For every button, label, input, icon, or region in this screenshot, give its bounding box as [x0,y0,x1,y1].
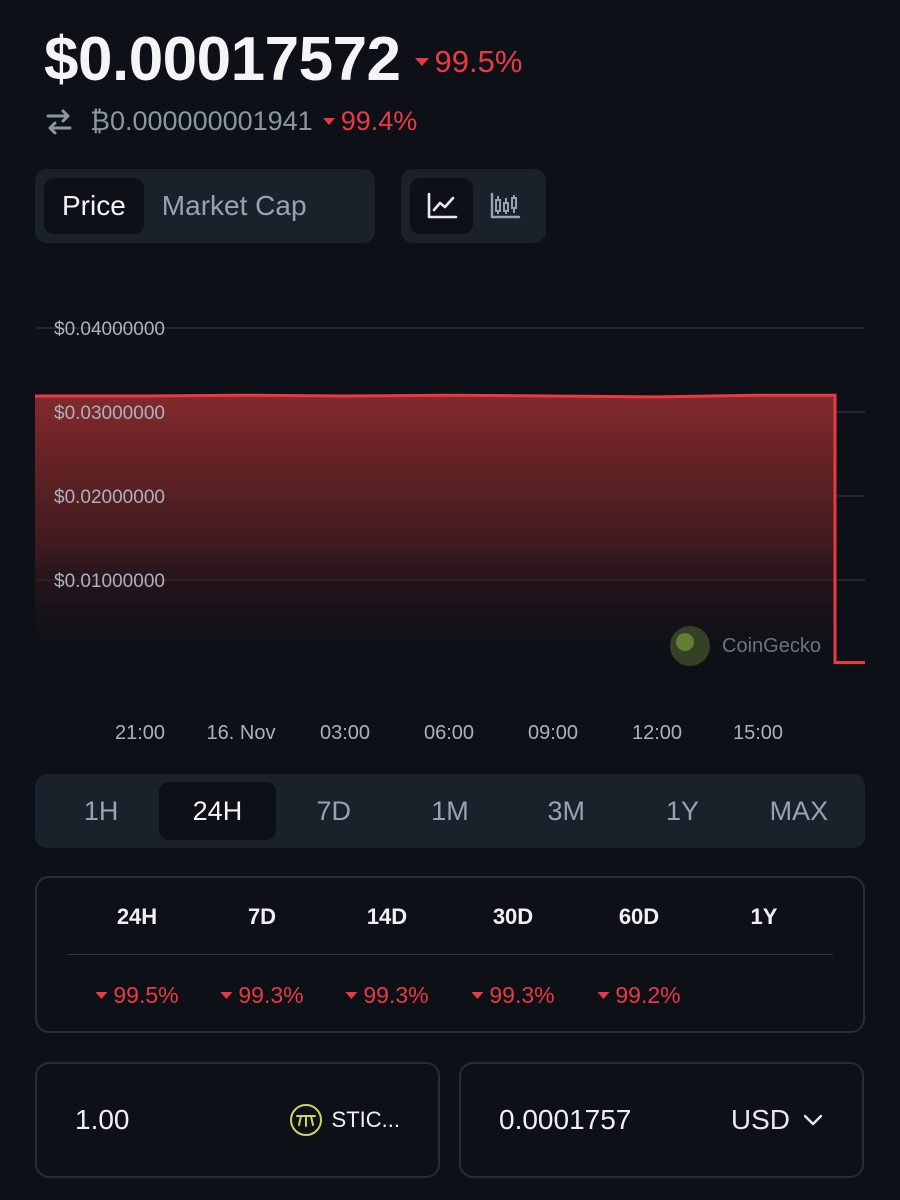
perf-header-1y: 1Y [750,904,778,929]
current-price: $0.00017572 [44,25,401,94]
chevron-down-icon [803,1114,823,1126]
perf-value-text: 99.3% [489,982,555,1008]
y-tick-label: $0.02000000 [54,487,165,508]
btc-change-badge: 99.4% [322,106,418,137]
line-chart-icon[interactable] [410,178,473,234]
x-tick-label: 12:00 [632,722,682,744]
btc-change-value: 99.4% [340,106,418,136]
perf-header-30d: 30D [492,904,534,929]
perf-value-text: 99.3% [238,982,304,1008]
down-triangle-icon [471,992,484,999]
x-tick-label: 16. Nov [207,722,276,744]
perf-value: 99.2% [597,982,681,1009]
tab-market-cap[interactable]: Market Cap [161,190,307,221]
perf-value-text: 99.2% [615,982,681,1008]
down-triangle-icon [597,992,610,999]
price-area-fill [35,395,835,664]
perf-value: 99.5% [95,982,179,1009]
converter-from[interactable]: 1.00 STIC... [35,1062,440,1178]
coingecko-watermark: CoinGecko [670,626,821,666]
range-button-1h[interactable]: 1H [83,795,119,826]
converted-value[interactable]: 0.0001757 [499,1104,632,1135]
chart-type-toggle: Price Market Cap [35,169,375,243]
range-button-3m[interactable]: 3M [547,795,586,826]
price-header: $0.00017572 99.5% [44,24,522,95]
perf-value: 99.3% [471,982,555,1009]
x-tick-label: 06:00 [424,722,474,744]
x-tick-label: 21:00 [115,722,165,744]
price-chart[interactable]: $0.04000000 $0.03000000 $0.02000000 $0.0100… [0,300,900,760]
y-tick-label: $0.03000000 [54,403,165,424]
currency-selector[interactable]: USD [731,1104,824,1136]
coin-selector[interactable]: STIC... [289,1104,400,1136]
perf-header-14d: 14D [366,904,408,929]
converter-to[interactable]: 0.0001757 USD [459,1062,864,1178]
perf-value-text: 99.5% [113,982,179,1008]
perf-header-60d: 60D [618,904,660,929]
performance-table: 24H 7D 14D 30D 60D 1Y 99.5% 99.3% 99.3% 99.3% 99.… [35,876,865,1033]
swap-arrows-icon[interactable] [44,107,74,137]
watermark-text: CoinGecko [722,635,821,657]
perf-header-24h: 24H [116,904,158,929]
perf-value: 99.3% [345,982,429,1009]
price-line [35,393,865,664]
coin-logo-icon [289,1104,322,1136]
currency-label: USD [730,1104,790,1135]
range-button-24h[interactable]: 24H [159,782,276,840]
y-tick-label: $0.04000000 [54,319,165,340]
down-triangle-icon [345,992,358,999]
down-triangle-icon [95,992,108,999]
coin-label: STIC... [331,1107,400,1132]
time-range-selector: 1H 24H 7D 1M 3M 1Y MAX [35,774,865,848]
price-change-badge: 99.5% [414,43,523,80]
y-tick-label: $0.01000000 [54,571,165,592]
range-button-max[interactable]: MAX [769,795,829,826]
performance-headers: 24H 7D 14D 30D 60D 1Y [37,904,863,934]
btc-price-row: ₿0.000000001941 99.4% [44,106,417,137]
price-change-value: 99.5% [434,43,523,79]
tab-price[interactable]: Price [44,178,144,234]
amount-input[interactable]: 1.00 [75,1104,130,1135]
x-tick-label: 09:00 [528,722,578,744]
price-chart-svg: $0.04000000 $0.03000000 $0.02000000 $0.0100… [35,319,865,744]
x-tick-label: 03:00 [320,722,370,744]
down-triangle-icon [220,992,233,999]
perf-value: 99.3% [220,982,304,1009]
perf-value-text: 99.3% [363,982,429,1008]
down-triangle-icon [414,57,429,66]
range-button-7d[interactable]: 7D [316,795,351,826]
range-button-1m[interactable]: 1M [431,795,469,826]
btc-price: ₿0.000000001941 [90,106,313,136]
range-button-1y[interactable]: 1Y [666,795,700,826]
performance-values: 99.5% 99.3% 99.3% 99.3% 99.2% [37,982,863,1012]
down-triangle-icon [322,118,335,125]
chart-style-toggle [401,169,546,243]
perf-header-7d: 7D [247,904,277,929]
x-tick-label: 15:00 [733,722,783,744]
candlestick-icon[interactable] [473,178,536,234]
divider [67,954,833,955]
